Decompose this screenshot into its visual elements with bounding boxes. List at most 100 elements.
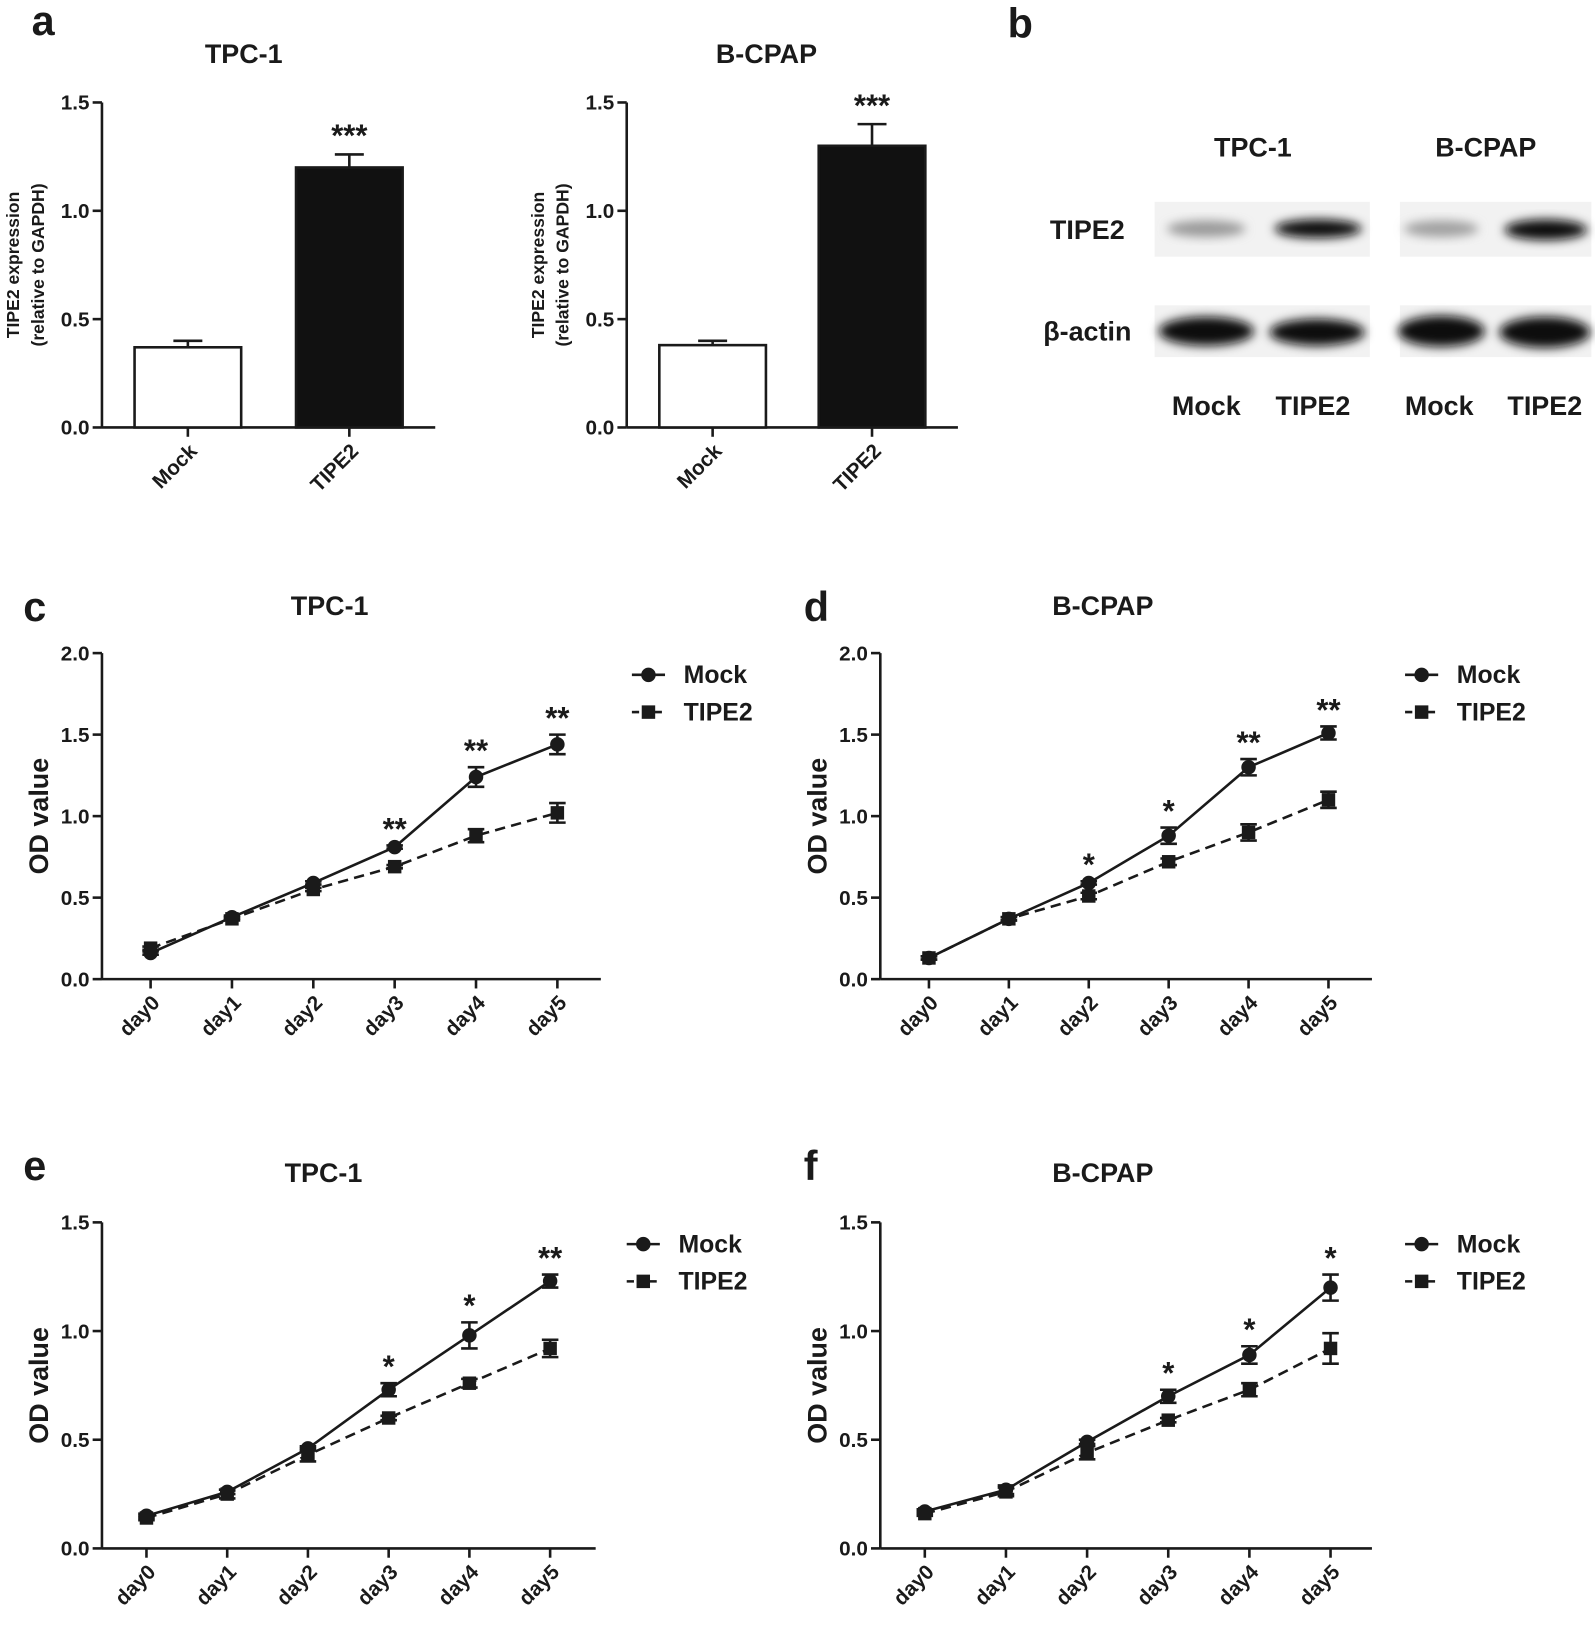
legend-label: TIPE2	[678, 1269, 747, 1296]
marker	[1242, 1383, 1257, 1397]
marker	[381, 1411, 396, 1425]
bar	[294, 166, 404, 429]
x-tick-label: day1	[973, 991, 1023, 1041]
y-tick-label: 1.5	[839, 1212, 868, 1235]
marker	[550, 806, 565, 820]
y-axis-label: OD value	[802, 1327, 832, 1444]
marker	[636, 1274, 651, 1289]
marker	[641, 667, 656, 683]
blot-row-label: TIPE2	[1050, 215, 1125, 245]
marker	[636, 1236, 651, 1252]
x-tick-label: day2	[1051, 1561, 1101, 1611]
y-axis-label: OD value	[24, 758, 54, 875]
significance: *	[1324, 1240, 1337, 1275]
legend-label: TIPE2	[1457, 1269, 1526, 1296]
significance: *	[383, 1349, 396, 1384]
significance: **	[464, 733, 489, 768]
y-axis-label: TIPE2 expression	[3, 192, 23, 339]
marker	[387, 859, 402, 874]
blot-band	[1404, 220, 1479, 238]
blot-band	[1504, 219, 1588, 241]
chart: B-CPAP 0.0 0.5 1.0 1.5 TIPE2 expression (relat…	[528, 39, 958, 497]
marker	[1414, 1274, 1429, 1289]
y-tick-label: 0.0	[61, 417, 90, 440]
panel-label: a	[32, 0, 56, 44]
y-tick-label: 1.0	[61, 805, 90, 828]
bar	[658, 343, 768, 429]
significance: **	[545, 700, 570, 735]
blot-band	[1167, 220, 1246, 238]
y-tick-label: 1.0	[61, 200, 90, 223]
blot-header: TPC-1	[1214, 132, 1292, 162]
marker	[1321, 793, 1336, 807]
marker	[543, 1341, 557, 1356]
y-axis-label: (relative to GAPDH)	[28, 183, 48, 346]
y-tick-label: 0.5	[61, 1429, 90, 1452]
lane-label: TIPE2	[1276, 391, 1351, 421]
series-line	[150, 743, 558, 955]
panel-label: e	[23, 1143, 46, 1189]
marker	[1082, 889, 1096, 903]
significance: **	[383, 811, 408, 846]
x-tick-label: day4	[440, 991, 490, 1041]
marker	[1080, 1446, 1094, 1460]
significance: ***	[854, 88, 891, 123]
significance: *	[463, 1288, 476, 1323]
marker	[220, 1487, 234, 1501]
chart-title: TPC-1	[291, 591, 369, 621]
y-tick-label: 1.5	[839, 724, 868, 747]
panel-label: b	[1008, 0, 1033, 46]
y-tick-label: 1.5	[586, 92, 615, 115]
chart: TPC-1 0.0 0.5 1.0 1.5 TIPE2 expression (relati…	[3, 39, 436, 497]
y-tick-label: 0.0	[586, 417, 615, 440]
x-tick-label: day1	[196, 991, 246, 1041]
x-tick-label: day2	[1053, 991, 1103, 1041]
x-tick-label: TIPE2	[306, 440, 363, 497]
y-tick-label: 1.0	[586, 200, 615, 223]
marker	[306, 882, 321, 897]
y-tick-label: 1.5	[61, 1212, 90, 1235]
marker	[1323, 1280, 1338, 1295]
marker	[1161, 828, 1176, 843]
marker	[1241, 825, 1256, 840]
y-tick-label: 0.5	[839, 1429, 868, 1452]
marker	[1242, 1347, 1257, 1363]
x-tick-label: day1	[970, 1561, 1020, 1611]
chart-title: B-CPAP	[1052, 1158, 1153, 1188]
marker	[301, 1448, 315, 1462]
significance: ***	[331, 118, 368, 153]
marker	[225, 912, 239, 926]
y-axis-label: OD value	[802, 758, 832, 875]
significance: *	[1162, 1356, 1175, 1391]
chart-title: TPC-1	[285, 1158, 363, 1188]
marker	[1323, 1341, 1338, 1356]
marker	[550, 737, 565, 752]
legend-label: TIPE2	[684, 699, 753, 726]
chart: TPC-1 0.0 0.5 1.0 1.5 2.0 OD value day0 day1 day2…	[24, 591, 753, 1041]
lane-label: Mock	[1405, 391, 1474, 421]
y-tick-label: 1.0	[61, 1320, 90, 1343]
significance: *	[1083, 847, 1096, 882]
marker	[1414, 1236, 1429, 1252]
significance: *	[1243, 1312, 1256, 1347]
y-tick-label: 0.5	[61, 887, 90, 910]
y-tick-label: 1.0	[839, 805, 868, 828]
blot-band	[1274, 219, 1362, 239]
blot-header: B-CPAP	[1435, 132, 1536, 162]
x-tick-label: day3	[1133, 1561, 1183, 1611]
marker	[1241, 759, 1256, 775]
y-tick-label: 0.5	[839, 887, 868, 910]
x-tick-label: day4	[434, 1560, 484, 1610]
x-tick-label: day2	[272, 1561, 322, 1611]
marker	[143, 941, 158, 955]
x-tick-label: TIPE2	[829, 440, 886, 497]
chart: B-CPAP 0.0 0.5 1.0 1.5 2.0 OD value day0 day1 day…	[802, 591, 1525, 1041]
x-tick-label: day4	[1213, 991, 1263, 1041]
lane-label: TIPE2	[1507, 391, 1582, 421]
y-tick-label: 0.0	[839, 968, 868, 991]
y-tick-label: 2.0	[61, 642, 90, 665]
series-line	[146, 1279, 551, 1518]
significance: **	[1316, 692, 1341, 727]
y-tick-label: 1.5	[61, 724, 90, 747]
x-tick-label: day5	[1295, 1561, 1345, 1611]
